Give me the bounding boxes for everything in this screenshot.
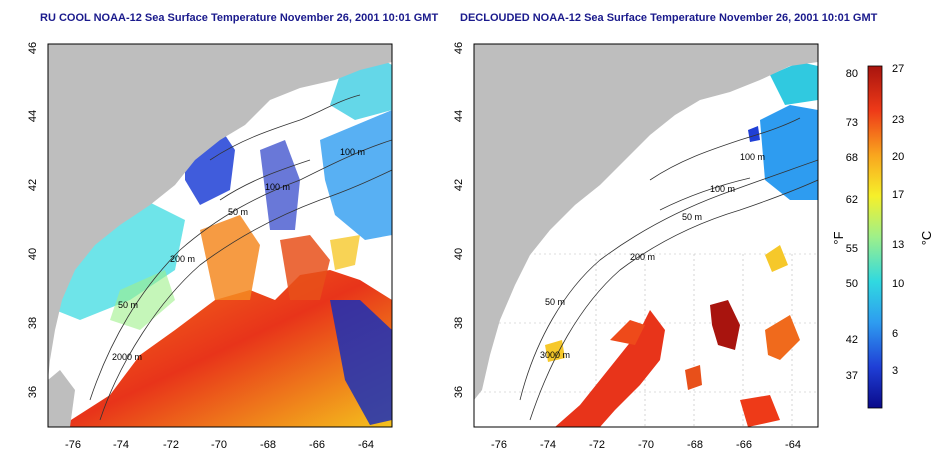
sst-warm-region	[765, 245, 788, 272]
y-tick-label: 40	[453, 248, 465, 260]
c-tick-label: 10	[892, 278, 904, 290]
y-axis-declouded: 46 44 42 40 38 36	[453, 42, 465, 398]
x-tick-label: -70	[638, 439, 654, 451]
colorbar-gradient	[867, 65, 883, 409]
y-tick-label: 42	[453, 179, 465, 191]
contour-label: 50 m	[682, 212, 702, 222]
x-tick-label: -76	[491, 439, 507, 451]
map-panel-raw: 200 m 100 m 50 m 50 m 2000 m 100 m	[48, 44, 392, 427]
x-tick-label: -76	[65, 439, 81, 451]
y-tick-label: 38	[27, 317, 39, 329]
sst-cold-region	[748, 126, 760, 142]
colorbar: 80 73 68 62 55 50 42 37 27 23 20 17 13 1…	[831, 63, 934, 409]
sst-cold-region	[770, 62, 818, 105]
bathymetry-contour	[99, 169, 392, 421]
contour-label: 50 m	[118, 300, 138, 310]
sst-cold-region	[320, 110, 392, 240]
sst-cold-band	[260, 140, 300, 230]
f-tick-label: 73	[846, 117, 858, 129]
contour-label: 50 m	[228, 207, 248, 217]
bathymetry-contour	[649, 117, 801, 181]
colorbar-c-ticks: 27 23 20 17 13 10 6 3	[892, 63, 904, 377]
y-tick-label: 36	[453, 386, 465, 398]
sst-warm-region	[610, 320, 645, 345]
x-axis-raw: -76 -74 -72 -70 -68 -66 -64	[65, 439, 374, 451]
y-tick-label: 38	[453, 317, 465, 329]
bathymetry-contour	[209, 94, 361, 161]
x-tick-label: -74	[540, 439, 556, 451]
contour-label: 200 m	[630, 252, 655, 262]
sst-warm-region	[740, 395, 780, 427]
map-panel-declouded: 100 m 100 m 50 m 200 m 50 m 3000 m	[474, 44, 818, 427]
c-tick-label: 27	[892, 63, 904, 75]
x-tick-label: -72	[589, 439, 605, 451]
bathymetry-contour	[659, 177, 751, 211]
y-tick-label: 44	[27, 110, 39, 122]
y-axis-raw: 46 44 42 40 38 36	[27, 42, 39, 398]
y-tick-label: 46	[27, 42, 39, 54]
c-tick-label: 17	[892, 189, 904, 201]
sst-warm-band	[330, 235, 360, 270]
contour-label: 50 m	[545, 297, 565, 307]
x-tick-label: -70	[211, 439, 227, 451]
sst-warm-region	[765, 315, 800, 360]
bathymetry-contour	[89, 139, 392, 401]
c-tick-label: 20	[892, 151, 904, 163]
fahrenheit-label: °F	[831, 231, 846, 244]
c-tick-label: 6	[892, 328, 898, 340]
map-frame	[473, 43, 819, 428]
f-tick-label: 55	[846, 243, 858, 255]
x-tick-label: -66	[309, 439, 325, 451]
f-tick-label: 37	[846, 370, 858, 382]
x-tick-label: -72	[163, 439, 179, 451]
sst-warm-region	[60, 270, 392, 427]
f-tick-label: 80	[846, 68, 858, 80]
colorbar-f-ticks: 80 73 68 62 55 50 42 37	[846, 68, 858, 382]
y-tick-label: 44	[453, 110, 465, 122]
c-tick-label: 3	[892, 365, 898, 377]
map-frame	[47, 43, 393, 428]
y-tick-label: 42	[27, 179, 39, 191]
f-tick-label: 68	[846, 152, 858, 164]
land-mass	[48, 44, 392, 380]
sst-cold-band	[330, 300, 392, 425]
contour-label: 100 m	[265, 182, 290, 192]
x-tick-label: -74	[113, 439, 129, 451]
x-tick-label: -68	[687, 439, 703, 451]
land-mass	[474, 44, 818, 400]
x-tick-label: -64	[785, 439, 801, 451]
y-tick-label: 36	[27, 386, 39, 398]
x-tick-label: -68	[260, 439, 276, 451]
sst-warm-region	[685, 365, 702, 390]
land-mass	[48, 370, 75, 427]
c-tick-label: 23	[892, 114, 904, 126]
contour-label: 100 m	[340, 147, 365, 157]
f-tick-label: 50	[846, 278, 858, 290]
x-tick-label: -66	[736, 439, 752, 451]
sst-warm-region	[545, 340, 565, 362]
f-tick-label: 62	[846, 194, 858, 206]
contour-label: 100 m	[740, 152, 765, 162]
sst-warm-band	[280, 235, 330, 300]
contour-label: 200 m	[170, 254, 195, 264]
bathymetry-contour	[219, 159, 311, 201]
sst-warm-region	[710, 300, 740, 350]
contour-label: 2000 m	[112, 352, 142, 362]
f-tick-label: 42	[846, 334, 858, 346]
y-tick-label: 46	[453, 42, 465, 54]
map-title-declouded: DECLOUDED NOAA-12 Sea Surface Temperatur…	[460, 12, 878, 24]
sst-warm-band	[200, 215, 260, 300]
c-tick-label: 13	[892, 239, 904, 251]
celsius-label: °C	[919, 231, 934, 246]
x-tick-label: -64	[358, 439, 374, 451]
bathymetry-contour	[519, 159, 818, 401]
bathymetry-contour	[529, 179, 818, 421]
sst-mid-region	[110, 270, 175, 330]
x-axis-declouded: -76 -74 -72 -70 -68 -66 -64	[491, 439, 801, 451]
contour-label: 100 m	[710, 184, 735, 194]
y-tick-label: 40	[27, 248, 39, 260]
contour-label: 3000 m	[540, 350, 570, 360]
map-title-raw: RU COOL NOAA-12 Sea Surface Temperature …	[40, 12, 439, 24]
